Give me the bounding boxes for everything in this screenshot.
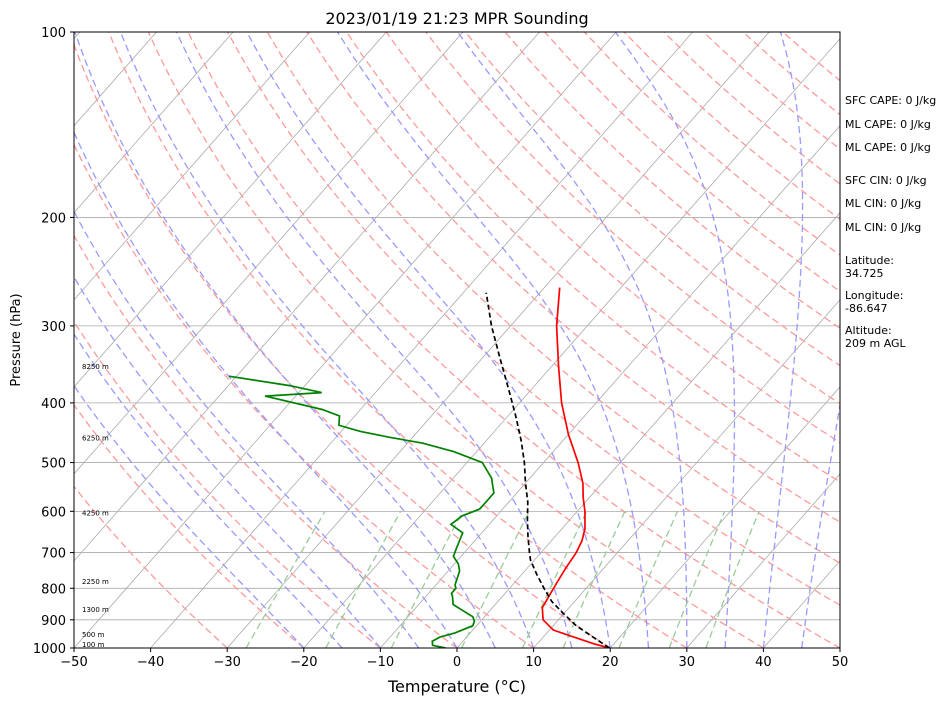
mixing-ratio-line: [462, 511, 530, 648]
y-tick-label: 300: [41, 320, 66, 335]
isotherm-line: [0, 32, 3, 648]
moist-adiabat-line: [763, 32, 802, 648]
x-tick-label: −40: [137, 655, 164, 670]
x-tick-label: −50: [60, 655, 87, 670]
dry-adiabat-line: [109, 32, 687, 648]
isotherm-line: [151, 32, 693, 648]
y-tick-label: 700: [41, 547, 66, 562]
plot-frame: [74, 32, 840, 648]
mixing-ratio-line: [669, 511, 724, 648]
mixing-ratio-line: [619, 511, 678, 648]
y-axis-label: Pressure (hPa): [9, 293, 24, 386]
x-tick-label: 30: [679, 655, 696, 670]
height-label: 2250 m: [82, 578, 109, 586]
altitude-text: Altitude: 209 m AGL: [845, 324, 906, 350]
sfc-cin-text: SFC CIN: 0 J/kg: [845, 174, 927, 187]
y-tick-label: 900: [41, 614, 66, 629]
mixing-ratio-line: [391, 511, 462, 648]
height-label: 500 m: [82, 631, 105, 639]
height-label: 1300 m: [82, 606, 109, 614]
height-label: 6250 m: [82, 435, 109, 443]
moist-adiabat-line: [338, 32, 649, 648]
y-tick-label: 800: [41, 582, 66, 597]
x-tick-label: 20: [602, 655, 619, 670]
moist-adiabat-line: [615, 32, 734, 648]
latitude-text: Latitude: 34.725: [845, 254, 894, 280]
y-tick-label: 1000: [33, 642, 66, 657]
temperature-profile: [542, 288, 609, 648]
moist-adiabat-line: [75, 32, 496, 648]
y-tick-label: 400: [41, 397, 66, 412]
y-tick-label: 100: [41, 26, 66, 41]
ml-cape-text: ML CAPE: 0 J/kg: [845, 141, 931, 154]
isotherm-line: [0, 32, 233, 648]
moist-adiabat-line: [458, 32, 687, 648]
moist-adiabat-line: [177, 32, 572, 648]
y-tick-label: 600: [41, 505, 66, 520]
x-tick-label: −30: [213, 655, 240, 670]
ml-cape-text: ML CAPE: 0 J/kg: [845, 118, 931, 131]
mixing-ratio-line: [246, 511, 325, 648]
dry-adiabat-line: [148, 32, 763, 648]
isotherm-line: [380, 32, 922, 648]
moist-adiabat-line: [247, 32, 610, 648]
ml-cin-text: ML CIN: 0 J/kg: [845, 221, 921, 234]
x-tick-label: 50: [832, 655, 849, 670]
ml-cin-text: ML CIN: 0 J/kg: [845, 197, 921, 210]
x-tick-label: −20: [290, 655, 317, 670]
isotherm-line: [74, 32, 616, 648]
x-tick-label: 40: [755, 655, 772, 670]
isotherm-line: [0, 32, 539, 648]
sfc-cape-text: SFC CAPE: 0 J/kg: [845, 94, 936, 107]
x-tick-label: 0: [453, 655, 461, 670]
height-label: 4250 m: [82, 510, 109, 518]
moist-adiabat-line: [37, 32, 458, 648]
x-tick-label: 10: [525, 655, 542, 670]
height-label: 8250 m: [82, 363, 109, 371]
mixing-ratio-line: [523, 511, 587, 648]
mixing-ratio-line: [706, 511, 759, 648]
longitude-text: Longitude: -86.647: [845, 289, 903, 315]
chart-title: 2023/01/19 21:23 MPR Sounding: [325, 9, 588, 28]
y-tick-label: 200: [41, 211, 66, 226]
dry-adiabat-line: [228, 32, 917, 648]
x-axis-label: Temperature (°C): [387, 677, 526, 696]
dry-adiabat-line: [188, 32, 840, 648]
x-tick-label: −10: [367, 655, 394, 670]
y-tick-label: 500: [41, 457, 66, 472]
